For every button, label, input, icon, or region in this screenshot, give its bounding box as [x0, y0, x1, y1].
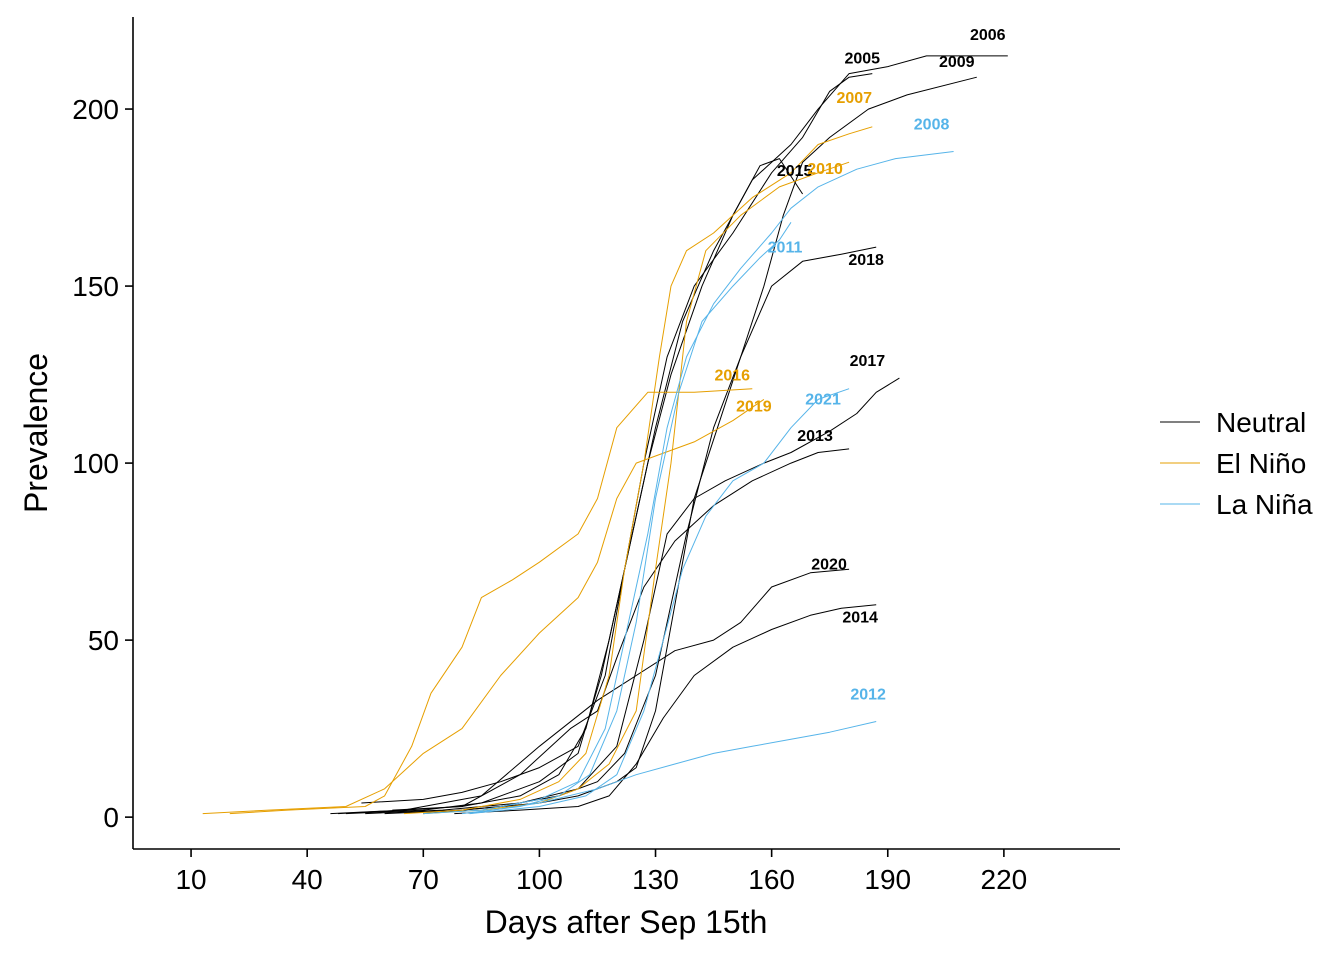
- series-line-2016: [229, 388, 753, 815]
- x-tick-label: 70: [408, 864, 439, 895]
- series-label-2016: 2016: [714, 368, 750, 385]
- series-label-2007: 2007: [836, 90, 872, 107]
- series-line-2010: [423, 161, 850, 815]
- series-label-2020: 2020: [811, 556, 847, 573]
- series-label-2013: 2013: [797, 428, 833, 445]
- series-label-2018: 2018: [848, 252, 884, 269]
- series-layer: [202, 55, 1008, 815]
- series-label-2008: 2008: [914, 117, 950, 134]
- series-label-2015: 2015: [777, 163, 813, 180]
- series-label-2012: 2012: [850, 687, 886, 704]
- legend-label: Neutral: [1216, 407, 1306, 438]
- series-label-2021: 2021: [805, 392, 841, 409]
- y-tick-label: 200: [72, 94, 119, 125]
- x-tick-label: 10: [175, 864, 206, 895]
- series-label-2014: 2014: [842, 610, 878, 627]
- x-tick-label: 100: [516, 864, 563, 895]
- series-line-2020: [330, 568, 850, 815]
- series-line-2011: [461, 222, 792, 815]
- series-line-2009: [384, 76, 977, 815]
- series-line-2007: [403, 126, 873, 815]
- x-axis-title: Days after Sep 15th: [485, 904, 768, 940]
- legend-label: La Niña: [1216, 489, 1313, 520]
- y-tick-label: 0: [103, 802, 119, 833]
- y-tick-label: 150: [72, 271, 119, 302]
- plot-area: 2005 2006 2009 2015 2018 2017 2013 2020 2014 2016…: [72, 17, 1120, 895]
- series-line-2021: [469, 388, 850, 815]
- x-tick-label: 40: [292, 864, 323, 895]
- x-tick-label: 160: [748, 864, 795, 895]
- legend: Neutral El Niño La Niña: [1160, 407, 1313, 520]
- x-tick-label: 130: [632, 864, 679, 895]
- x-tick-label: 220: [981, 864, 1028, 895]
- series-line-2017: [365, 377, 900, 815]
- x-tick-label: 190: [864, 864, 911, 895]
- series-label-layer: 2005 2006 2009 2015 2018 2017 2013 2020 2014 2016…: [714, 27, 1005, 704]
- series-label-2010: 2010: [807, 161, 843, 178]
- y-tick-label: 50: [88, 625, 119, 656]
- x-axis-ticks: 10 40 70 100 130 160 190 220: [175, 849, 1027, 895]
- series-line-2013: [338, 448, 850, 815]
- legend-label: El Niño: [1216, 448, 1306, 479]
- series-line-2008: [423, 151, 954, 815]
- series-label-2005: 2005: [844, 51, 880, 68]
- y-axis-title: Prevalence: [18, 353, 54, 513]
- y-tick-label: 100: [72, 448, 119, 479]
- series-label-2017: 2017: [850, 353, 886, 370]
- series-line-2012: [469, 721, 877, 815]
- series-label-2009: 2009: [939, 54, 975, 71]
- y-axis-ticks: 0 50 100 150 200: [72, 94, 133, 833]
- series-line-2014: [454, 604, 877, 815]
- series-label-2006: 2006: [970, 27, 1006, 44]
- series-line-2006: [392, 55, 1008, 811]
- series-label-2019: 2019: [736, 398, 772, 415]
- series-line-2019: [202, 398, 765, 815]
- series-line-2015: [345, 158, 804, 815]
- series-label-2011: 2011: [768, 239, 803, 256]
